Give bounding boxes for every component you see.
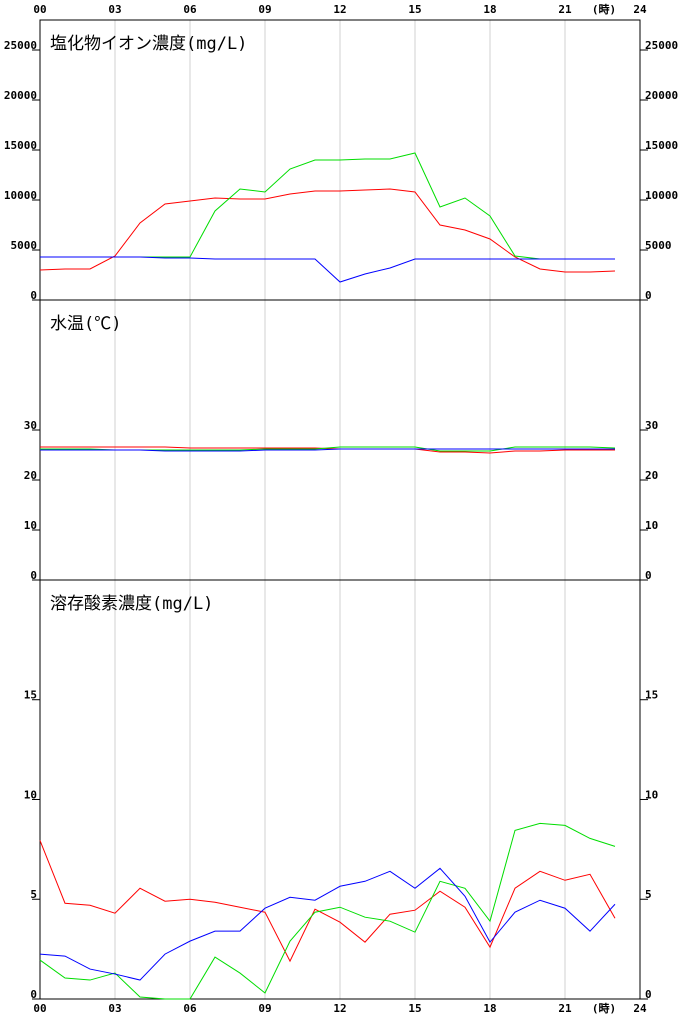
x-tick-label: 18 bbox=[483, 1002, 496, 1015]
x-tick-label: 06 bbox=[183, 3, 197, 16]
y-tick-label: 5 bbox=[645, 888, 652, 901]
series-line bbox=[39, 822, 616, 1000]
x-tick-label: 24 bbox=[633, 3, 647, 16]
x-tick-label: 15 bbox=[408, 3, 421, 16]
y-tick-label: 15 bbox=[24, 689, 37, 702]
y-tick-label: 20000 bbox=[645, 89, 678, 102]
y-tick-label: 20 bbox=[645, 469, 658, 482]
y-tick-label: 0 bbox=[645, 569, 652, 582]
x-tick-label: 12 bbox=[333, 3, 346, 16]
x-tick-label: 03 bbox=[108, 3, 121, 16]
y-tick-label: 10 bbox=[24, 788, 37, 801]
y-tick-label: 25000 bbox=[645, 39, 678, 52]
x-tick-label: 12 bbox=[333, 1002, 346, 1015]
y-tick-label: 5000 bbox=[11, 239, 38, 252]
y-tick-label: 30 bbox=[24, 419, 37, 432]
y-tick-label: 5 bbox=[30, 888, 37, 901]
x-tick-label: 21 bbox=[558, 3, 572, 16]
y-tick-label: 10000 bbox=[4, 189, 37, 202]
y-tick-label: 5000 bbox=[645, 239, 672, 252]
x-tick-label: 00 bbox=[33, 3, 46, 16]
x-tick-label: 21 bbox=[558, 1002, 572, 1015]
series-line bbox=[40, 152, 615, 260]
plot-frame bbox=[39, 579, 641, 1000]
chart-title: 塩化物イオン濃度(mg/L) bbox=[50, 34, 247, 54]
x-tick-label: 00 bbox=[33, 1002, 46, 1015]
series-line bbox=[39, 188, 616, 273]
y-tick-label: 0 bbox=[30, 569, 37, 582]
x-tick-label: 18 bbox=[483, 3, 496, 16]
x-tick-label: 03 bbox=[108, 1002, 121, 1015]
y-tick-label: 0 bbox=[30, 988, 37, 1001]
chart-title: 水温(℃) bbox=[50, 314, 121, 334]
x-tick-label: 06 bbox=[183, 1002, 197, 1015]
y-tick-label: 15 bbox=[645, 689, 658, 702]
series-line bbox=[40, 448, 615, 452]
y-tick-label: 30 bbox=[645, 419, 658, 432]
y-tick-label: 25000 bbox=[4, 39, 37, 52]
series-line bbox=[39, 867, 616, 981]
y-tick-label: 20000 bbox=[4, 89, 37, 102]
y-tick-label: 10 bbox=[645, 788, 658, 801]
series-line bbox=[39, 840, 616, 963]
y-tick-label: 10 bbox=[645, 519, 658, 532]
y-tick-label: 0 bbox=[30, 289, 37, 302]
series-line bbox=[40, 256, 615, 283]
x-tick-label: 09 bbox=[258, 3, 271, 16]
chart-title: 溶存酸素濃度(mg/L) bbox=[50, 594, 213, 614]
x-axis-unit: (時) bbox=[592, 1001, 616, 1015]
y-tick-label: 15000 bbox=[645, 139, 678, 152]
y-tick-label: 0 bbox=[645, 988, 652, 1001]
y-tick-label: 10000 bbox=[645, 189, 678, 202]
y-tick-label: 20 bbox=[24, 469, 37, 482]
y-tick-label: 15000 bbox=[4, 139, 37, 152]
x-tick-label: 09 bbox=[258, 1002, 271, 1015]
x-axis-unit: (時) bbox=[592, 2, 616, 16]
y-tick-label: 0 bbox=[645, 289, 652, 302]
x-tick-label: 24 bbox=[633, 1002, 647, 1015]
y-tick-label: 10 bbox=[24, 519, 37, 532]
x-tick-label: 15 bbox=[408, 1002, 421, 1015]
